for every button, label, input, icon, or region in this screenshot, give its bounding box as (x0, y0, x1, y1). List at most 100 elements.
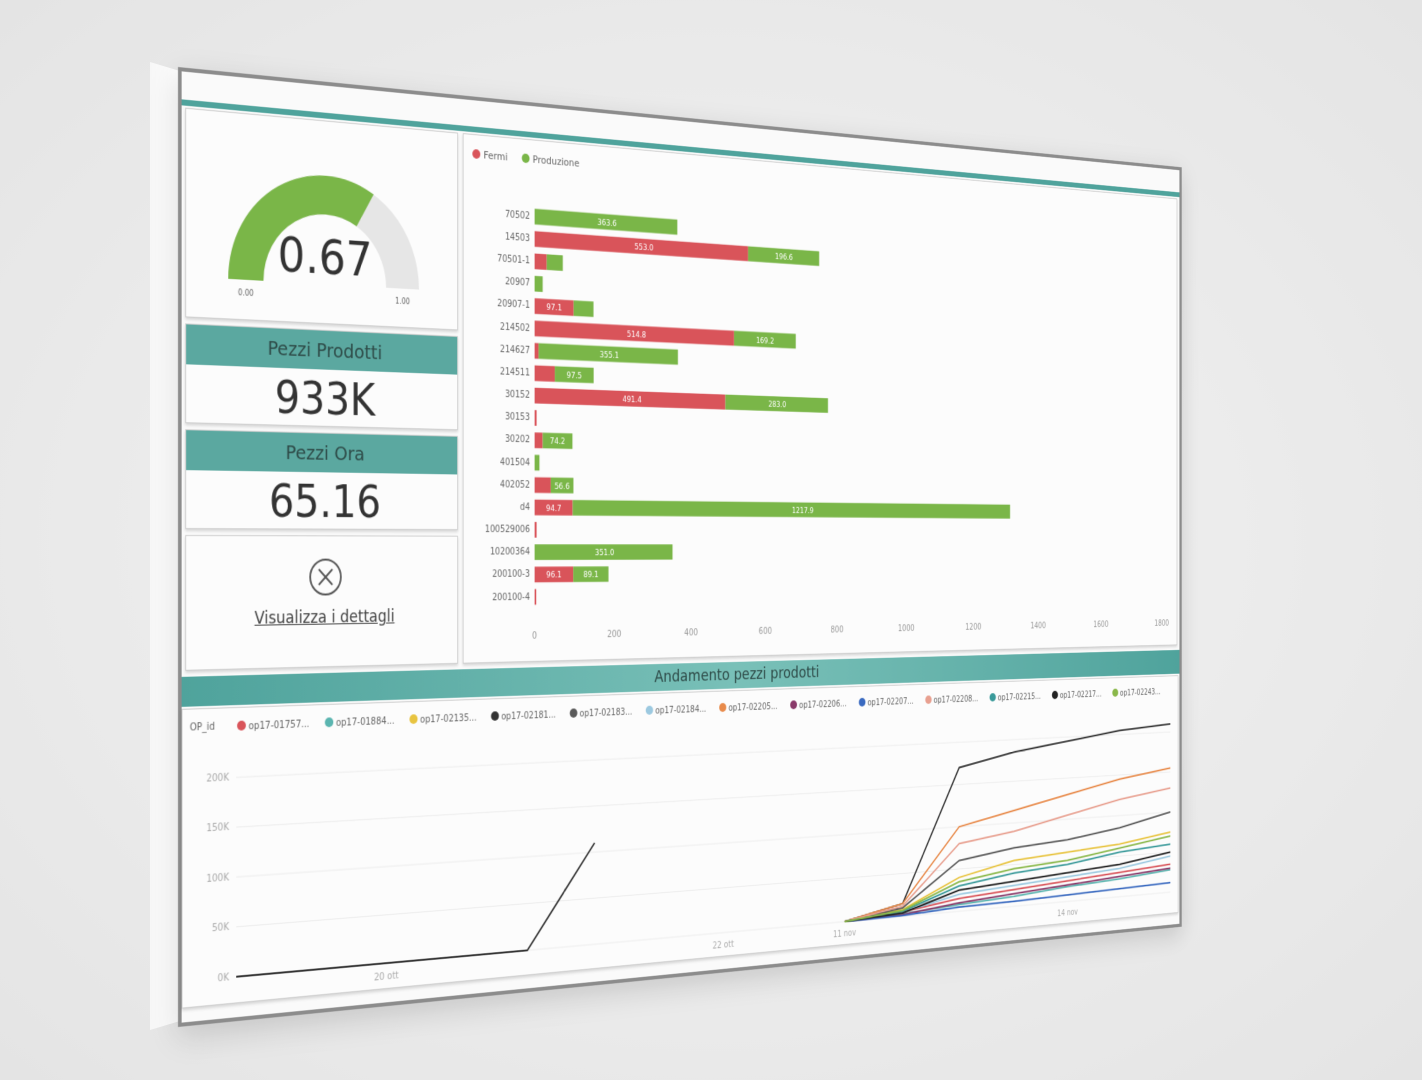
kpi-card: Pezzi Prodotti 933K (185, 323, 458, 431)
legend-marker (409, 714, 418, 725)
bar-value-label: 553.0 (634, 243, 653, 254)
legend-label: op17-02206... (799, 699, 847, 711)
bar-value-label: 96.1 (546, 571, 561, 581)
bar (534, 253, 547, 270)
y-tick-label: 50K (212, 922, 230, 935)
x-tick-label: 11 nov (833, 928, 856, 940)
y-tick-label: 70501-1 (497, 254, 530, 267)
kpi-value: 933K (274, 370, 376, 427)
bar-value-label: 363.6 (597, 218, 616, 229)
legend-label: op17-02135... (420, 712, 477, 725)
bar-value-label: 196.6 (775, 252, 793, 262)
bar-value-label: 89.1 (583, 571, 598, 581)
bar-value-label: 351.0 (595, 549, 614, 559)
bar-chart: Fermi Produzione 0 200 400 600 800 1000 1200 1400… (472, 148, 1169, 642)
close-icon[interactable] (186, 536, 457, 606)
legend-title: OP_id (190, 721, 215, 733)
y-tick-label: 200K (206, 772, 230, 785)
y-tick-label: 402052 (500, 479, 530, 490)
x-tick-label: 1400 (1030, 621, 1046, 631)
x-tick-label: 800 (831, 625, 844, 635)
grid-line (236, 772, 1170, 827)
x-tick-label: 0 (532, 631, 537, 642)
legend-label: op17-02207... (867, 696, 913, 708)
legend-marker (989, 693, 996, 702)
legend-marker (858, 697, 866, 707)
bar (534, 275, 543, 292)
legend-label: op17-02243... (1120, 687, 1161, 698)
grid-line (236, 812, 1170, 877)
gauge-tick-label: 1.00 (395, 297, 410, 307)
bar-value-label: 94.7 (546, 504, 561, 514)
y-tick-label: 20907-1 (497, 299, 530, 311)
legend-label: op17-02184... (655, 704, 706, 716)
legend-marker (472, 148, 481, 160)
bar (534, 208, 678, 235)
bar (534, 410, 537, 426)
bar (534, 454, 540, 471)
gauge-tick-label: 0.00 (238, 288, 254, 298)
legend-marker (237, 720, 246, 731)
gauge-value-label: 0.67 (278, 226, 373, 288)
y-tick-label: 30153 (505, 412, 530, 423)
y-tick-label: 100529006 (485, 524, 530, 535)
bar (534, 477, 551, 494)
y-tick-label: 14503 (505, 232, 530, 244)
kpi-title: Pezzi Ora (186, 430, 458, 475)
bar-value-label: 74.2 (550, 437, 565, 447)
series-line (845, 883, 1171, 922)
grid-line (236, 852, 1170, 927)
bar-panel: Fermi Produzione 0 200 400 600 800 1000 1200 1400… (462, 133, 1178, 664)
bar-value-label: 56.6 (554, 482, 569, 492)
x-tick-label: 1800 (1154, 619, 1169, 628)
bar (534, 342, 539, 359)
bar (534, 365, 555, 382)
grid-line (236, 732, 1170, 777)
y-tick-label: 0K (218, 972, 230, 984)
monitor-side (150, 62, 182, 1030)
y-tick-label: 100K (206, 872, 230, 885)
legend-marker (491, 711, 499, 721)
x-tick-label: 1200 (965, 622, 981, 632)
legend-marker (925, 695, 932, 705)
bar-value-label: 97.1 (546, 303, 561, 313)
kpi-card: Pezzi Ora 65.16 (185, 429, 458, 531)
line-chart: OP_id op17-01757... op17-01884... op17-0213… (190, 687, 1178, 984)
legend-label: op17-01757... (249, 718, 310, 732)
y-tick-label: 10200364 (490, 547, 530, 558)
x-tick-label: 20 ott (374, 970, 399, 983)
gauge: 0.67 0.00 1.00 (228, 168, 420, 307)
legend-label: op17-02217... (1060, 689, 1102, 700)
y-tick-label: 200100-3 (492, 569, 530, 580)
legend-label: op17-02208... (934, 694, 979, 705)
x-tick-label: 600 (759, 626, 772, 636)
y-tick-label: 214511 (500, 366, 530, 378)
series-line (236, 724, 1170, 977)
y-tick-label: 214502 (500, 321, 530, 333)
x-tick-label: 14 nov (1057, 907, 1078, 918)
legend-label: Produzione (533, 154, 580, 170)
legend-marker (324, 717, 334, 728)
y-tick-label: 214627 (500, 344, 530, 356)
details-panel: Visualizza i dettagli (185, 535, 458, 671)
y-tick-label: d4 (520, 502, 530, 513)
legend-label: op17-01884... (336, 715, 395, 728)
legend-label: op17-02181... (501, 709, 556, 722)
legend-label: Fermi (484, 150, 508, 164)
x-tick-label: 400 (684, 627, 698, 638)
y-tick-label: 20907 (505, 277, 530, 289)
bar (573, 300, 594, 317)
bar-value-label: 283.0 (768, 400, 786, 410)
bar-value-label: 355.1 (600, 350, 619, 360)
bar (534, 432, 543, 449)
legend-label: op17-02205... (728, 701, 777, 713)
x-tick-label: 1600 (1093, 620, 1108, 630)
y-tick-label: 401504 (500, 457, 530, 468)
details-link[interactable]: Visualizza i dettagli (254, 607, 395, 629)
bar-value-label: 491.4 (622, 395, 641, 405)
x-tick-label: 200 (607, 629, 621, 640)
legend-label: op17-02215... (998, 692, 1041, 703)
legend-marker (1051, 690, 1058, 700)
